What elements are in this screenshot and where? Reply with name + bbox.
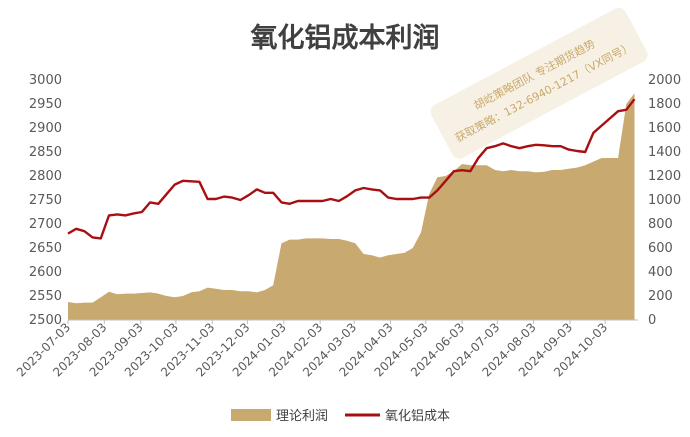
y-left-tick-label: 2900 bbox=[29, 121, 62, 136]
y-right-tick-label: 1200 bbox=[648, 169, 681, 184]
y-left-tick-label: 2700 bbox=[29, 217, 62, 232]
y-right-tick-label: 200 bbox=[648, 289, 673, 304]
y-right-tick-label: 1400 bbox=[648, 145, 681, 160]
profit-area-layer bbox=[68, 93, 635, 320]
watermark-center: @胡屹期货策略团队 bbox=[291, 209, 417, 226]
y-left-tick-label: 3000 bbox=[29, 73, 62, 88]
y-right-tick-label: 600 bbox=[648, 241, 673, 256]
y-left-tick-label: 2800 bbox=[29, 169, 62, 184]
series-line-cost bbox=[67, 98, 636, 240]
y-right-tick-label: 800 bbox=[648, 217, 673, 232]
series-area-profit bbox=[68, 93, 635, 320]
y-left-tick-label: 2600 bbox=[29, 265, 62, 280]
legend-label-cost: 氧化铝成本 bbox=[385, 409, 450, 424]
y-right-tick-label: 1600 bbox=[648, 121, 681, 136]
y-right-tick-label: 0 bbox=[648, 313, 656, 328]
y-right-tick-label: 400 bbox=[648, 265, 673, 280]
chart-title: 氧化铝成本利润 bbox=[250, 22, 440, 54]
legend-swatch-profit bbox=[231, 409, 271, 421]
y-left-tick-label: 2950 bbox=[29, 97, 62, 112]
legend: 理论利润 氧化铝成本 bbox=[231, 409, 450, 424]
y-right-tick-label: 1800 bbox=[648, 97, 681, 112]
y-left-tick-label: 2650 bbox=[29, 241, 62, 256]
watermark-card bbox=[430, 7, 648, 159]
y-right-tick-label: 2000 bbox=[648, 73, 681, 88]
y-left-tick-label: 2550 bbox=[29, 289, 62, 304]
y-right-tick-label: 1000 bbox=[648, 193, 681, 208]
cost-line-layer bbox=[67, 98, 636, 240]
y-left-tick-label: 2750 bbox=[29, 193, 62, 208]
y-left-tick-label: 2850 bbox=[29, 145, 62, 160]
legend-label-profit: 理论利润 bbox=[276, 409, 328, 424]
y-left-tick-label: 2500 bbox=[29, 313, 62, 328]
